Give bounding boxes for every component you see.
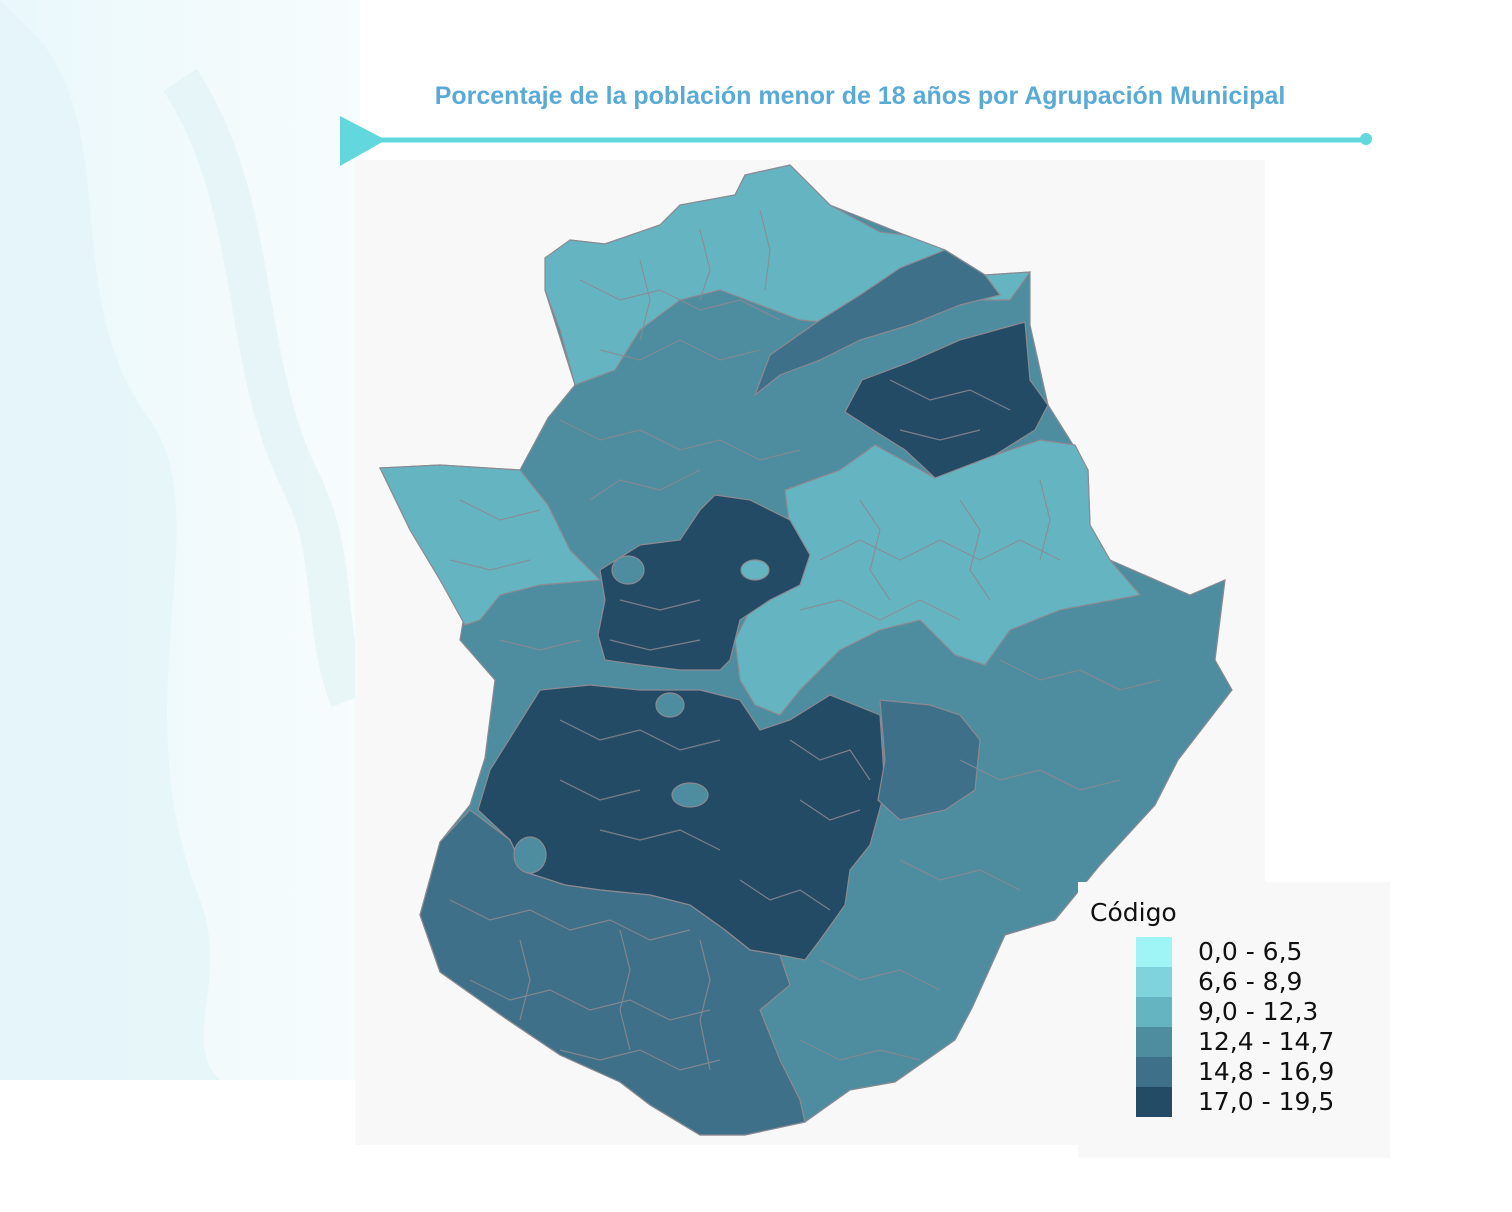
legend-swatch — [1136, 1087, 1172, 1117]
legend-label: 0,0 - 6,5 — [1198, 937, 1303, 966]
region-north — [544, 164, 1032, 386]
legend-label: 6,6 - 8,9 — [1198, 967, 1303, 996]
legend-swatch — [1136, 1027, 1172, 1057]
region-northeast-strip — [753, 249, 1002, 397]
legend-swatch — [1136, 1057, 1172, 1087]
enclave — [513, 836, 547, 874]
choropleth-map — [378, 164, 1233, 1136]
legend-title: Código — [1090, 898, 1177, 927]
legend-item: 0,0 - 6,5 — [1136, 937, 1376, 967]
legend-swatch — [1136, 967, 1172, 997]
legend-item: 14,8 - 16,9 — [1136, 1057, 1376, 1087]
legend-label: 17,0 - 19,5 — [1198, 1087, 1335, 1116]
legend-items: 0,0 - 6,5 6,6 - 8,9 9,0 - 12,3 12,4 - 14… — [1136, 937, 1376, 1117]
legend-label: 9,0 - 12,3 — [1198, 997, 1319, 1026]
legend-swatch — [1136, 937, 1172, 967]
region-west — [379, 464, 602, 626]
region-northeast-dark — [844, 321, 1049, 479]
region-central-dark-upper — [597, 494, 811, 671]
background-decoration — [0, 0, 360, 1080]
enclave — [611, 555, 645, 585]
legend-item: 9,0 - 12,3 — [1136, 997, 1376, 1027]
title-underline — [340, 116, 1372, 166]
enclave — [655, 692, 685, 718]
legend-item: 17,0 - 19,5 — [1136, 1087, 1376, 1117]
legend-swatch — [1136, 997, 1172, 1027]
map-title: Porcentaje de la población menor de 18 a… — [434, 82, 1286, 110]
municipal-boundaries — [449, 209, 1161, 1071]
enclave — [671, 782, 709, 808]
legend-item: 6,6 - 8,9 — [1136, 967, 1376, 997]
legend-label: 14,8 - 16,9 — [1198, 1057, 1335, 1086]
map-legend: Código 0,0 - 6,5 6,6 - 8,9 9,0 - 12,3 12… — [1078, 882, 1390, 1158]
region-southeast-patch — [877, 699, 981, 821]
legend-item: 12,4 - 14,7 — [1136, 1027, 1376, 1057]
enclave — [740, 559, 770, 581]
region-south-band — [419, 809, 806, 1136]
region-center-east — [734, 439, 1142, 716]
legend-label: 12,4 - 14,7 — [1198, 1027, 1335, 1056]
